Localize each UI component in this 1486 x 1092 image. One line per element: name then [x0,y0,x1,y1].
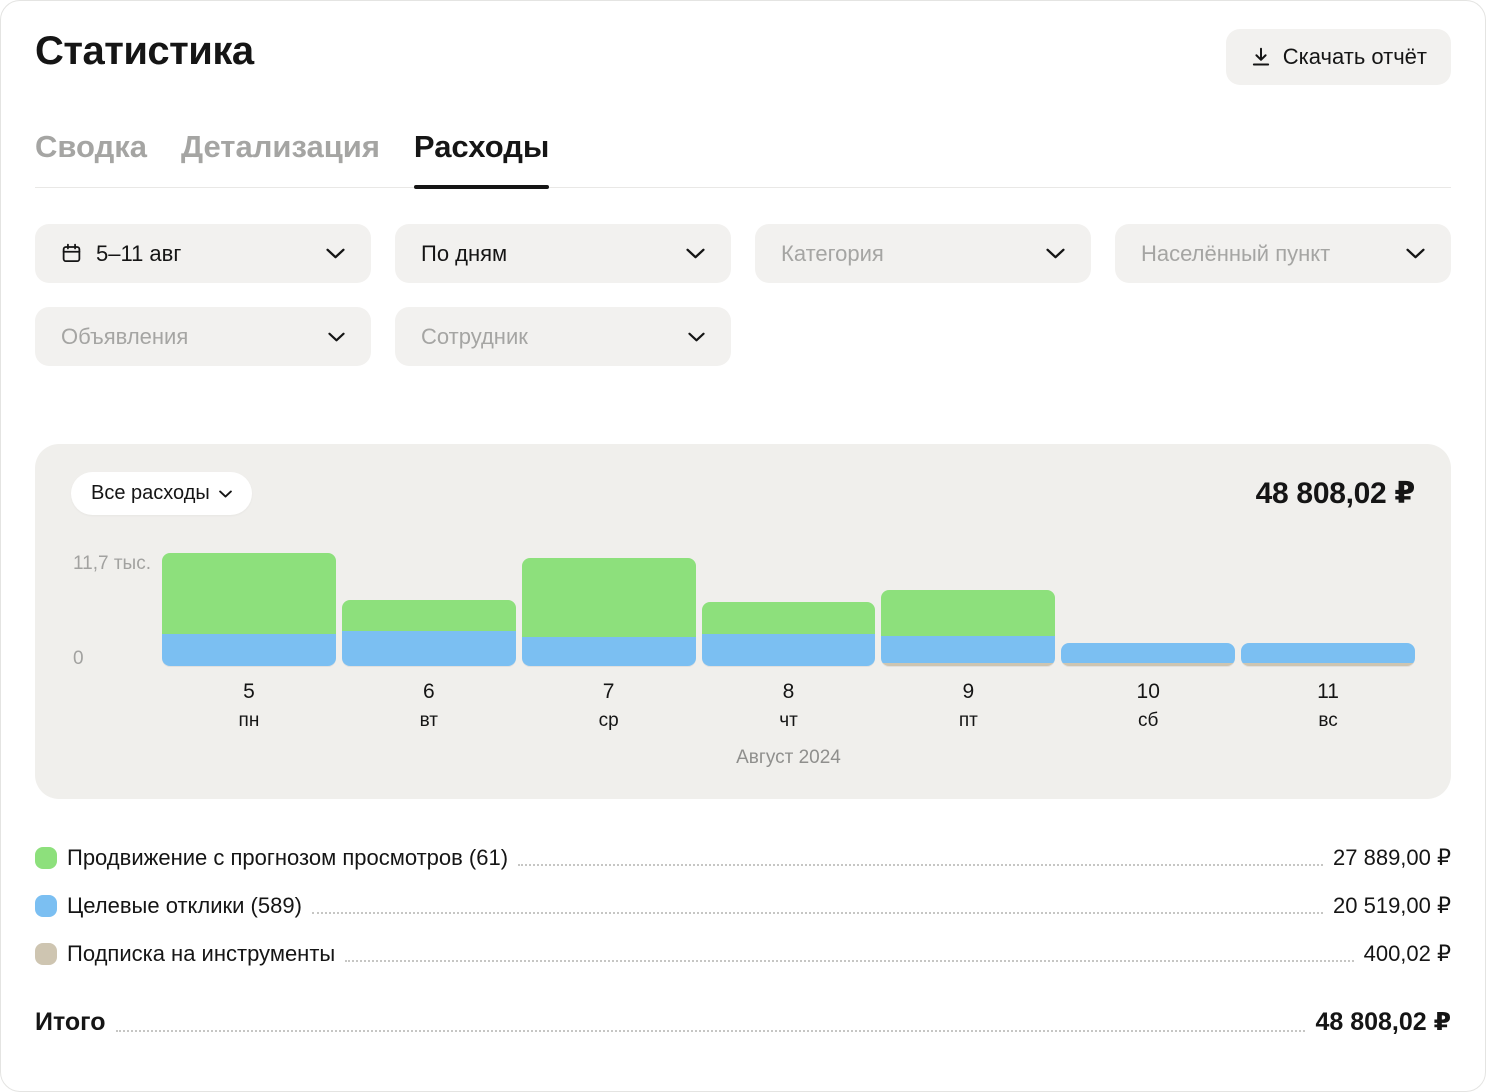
grouping-value: По дням [421,240,508,266]
ads-placeholder: Объявления [61,323,189,349]
y-axis: 11,7 тыс. 0 [71,553,162,669]
bar-day-8[interactable] [701,602,876,666]
total-label: Итого [35,1007,106,1036]
chevron-down-icon [1046,248,1065,259]
page-header: Статистика Скачать отчёт [35,29,1451,85]
chart-total-amount: 48 808,02 ₽ [1255,477,1416,510]
bar-day-9[interactable] [881,590,1056,666]
dotted-leader [311,912,1324,914]
day-label-11: 11 вс [1317,680,1339,731]
employee-placeholder: Сотрудник [421,323,528,349]
bar-day-10-segment-2 [1061,663,1236,666]
bar-day-10-segment-1 [1061,643,1236,664]
bar-day-5-segment-1 [162,634,336,666]
subscription-label: Подписка на инструменты [67,941,336,966]
date-range-filter[interactable]: 5–11 авг [35,224,371,283]
download-report-button[interactable]: Скачать отчёт [1225,29,1451,85]
ads-filter[interactable]: Объявления [35,307,371,366]
bar-day-7[interactable] [521,557,696,666]
chart-scope-label: Все расходы [91,482,210,504]
category-placeholder: Категория [781,240,884,266]
bar-day-9-segment-0 [881,590,1056,636]
bar-day-7-segment-0 [521,557,696,638]
day-label-5: 5 пн [238,680,260,731]
dotted-leader [345,960,1354,962]
chevron-down-icon [328,332,345,342]
location-filter[interactable]: Населённый пункт [1115,224,1451,283]
x-axis: 5 пн 6 вт 7 ср 8 чт 9 пт 10 сб 11 вс [71,680,1415,732]
y-axis-max-label: 11,7 тыс. [73,553,151,574]
x-axis-caption: Август 2024 [736,747,841,768]
grouping-filter[interactable]: По дням [395,224,731,283]
chevron-down-icon [218,490,232,498]
subscription-color-dot [35,943,57,965]
legend-row-promotion: Продвижение с прогнозом просмотров (61) … [35,845,1451,871]
tab-bar: Сводка Детализация Расходы [35,129,1451,189]
promotion-color-dot [35,847,57,869]
filters-row-1: 5–11 авг По дням Категория Населённый пу… [35,224,1451,283]
download-icon [1250,46,1272,68]
bar-day-11-segment-1 [1241,643,1416,664]
bar-day-10[interactable] [1061,643,1236,666]
dotted-leader [518,864,1324,866]
responses-label: Целевые отклики (589) [67,893,302,918]
promotion-value: 27 889,00 ₽ [1333,845,1451,870]
chart-plot: 11,7 тыс. 0 [71,553,1416,669]
calendar-icon [61,243,82,264]
day-label-7: 7 ср [598,680,619,731]
date-range-value: 5–11 авг [96,240,182,266]
bar-day-6[interactable] [341,600,516,666]
total-value: 48 808,02 ₽ [1315,1008,1451,1036]
download-button-label: Скачать отчёт [1282,44,1427,69]
promotion-label: Продвижение с прогнозом просмотров (61) [67,845,509,870]
location-placeholder: Населённый пункт [1141,240,1331,266]
chevron-down-icon [686,248,705,259]
tab-details[interactable]: Детализация [181,129,380,164]
bar-day-8-segment-1 [701,634,876,666]
dotted-leader [115,1030,1306,1032]
day-label-8: 8 чт [779,680,798,731]
bar-day-6-segment-0 [341,600,516,632]
expenses-legend: Продвижение с прогнозом просмотров (61) … [35,845,1451,1037]
bar-day-11-segment-2 [1241,663,1416,666]
responses-value: 20 519,00 ₽ [1333,893,1451,918]
chevron-down-icon [326,248,345,259]
bar-day-9-segment-2 [881,663,1056,666]
bar-day-7-segment-1 [521,637,696,666]
legend-row-responses: Целевые отклики (589) 20 519,00 ₽ [35,893,1451,919]
day-labels-row: 5 пн 6 вт 7 ср 8 чт 9 пт 10 сб 11 вс [162,680,1415,732]
chevron-down-icon [688,332,705,342]
bar-day-5[interactable] [162,553,336,666]
day-label-9: 9 пт [958,680,978,731]
bar-day-6-segment-1 [341,631,516,666]
responses-color-dot [35,895,57,917]
bar-day-5-segment-0 [162,553,336,635]
bar-day-8-segment-0 [701,602,876,635]
category-filter[interactable]: Категория [755,224,1091,283]
total-row: Итого 48 808,02 ₽ [35,1007,1451,1037]
subscription-value: 400,02 ₽ [1363,941,1451,966]
chevron-down-icon [1406,248,1425,259]
tab-summary[interactable]: Сводка [35,129,147,164]
bars-row [162,553,1416,666]
employee-filter[interactable]: Сотрудник [395,307,731,366]
page-title: Статистика [35,29,254,73]
tab-expenses[interactable]: Расходы [413,129,549,189]
bar-day-11[interactable] [1241,643,1416,666]
expenses-chart-card: Все расходы 48 808,02 ₽ 11,7 тыс. 0 5 пн 6… [35,444,1451,799]
legend-row-subscription: Подписка на инструменты 400,02 ₽ [35,941,1451,967]
filters-row-2: Объявления Сотрудник [35,307,1451,366]
day-label-6: 6 вт [419,680,438,731]
y-axis-zero-label: 0 [73,648,84,669]
chart-scope-dropdown[interactable]: Все расходы [71,472,252,515]
day-label-10: 10 сб [1136,680,1160,731]
bar-day-9-segment-1 [881,635,1056,664]
